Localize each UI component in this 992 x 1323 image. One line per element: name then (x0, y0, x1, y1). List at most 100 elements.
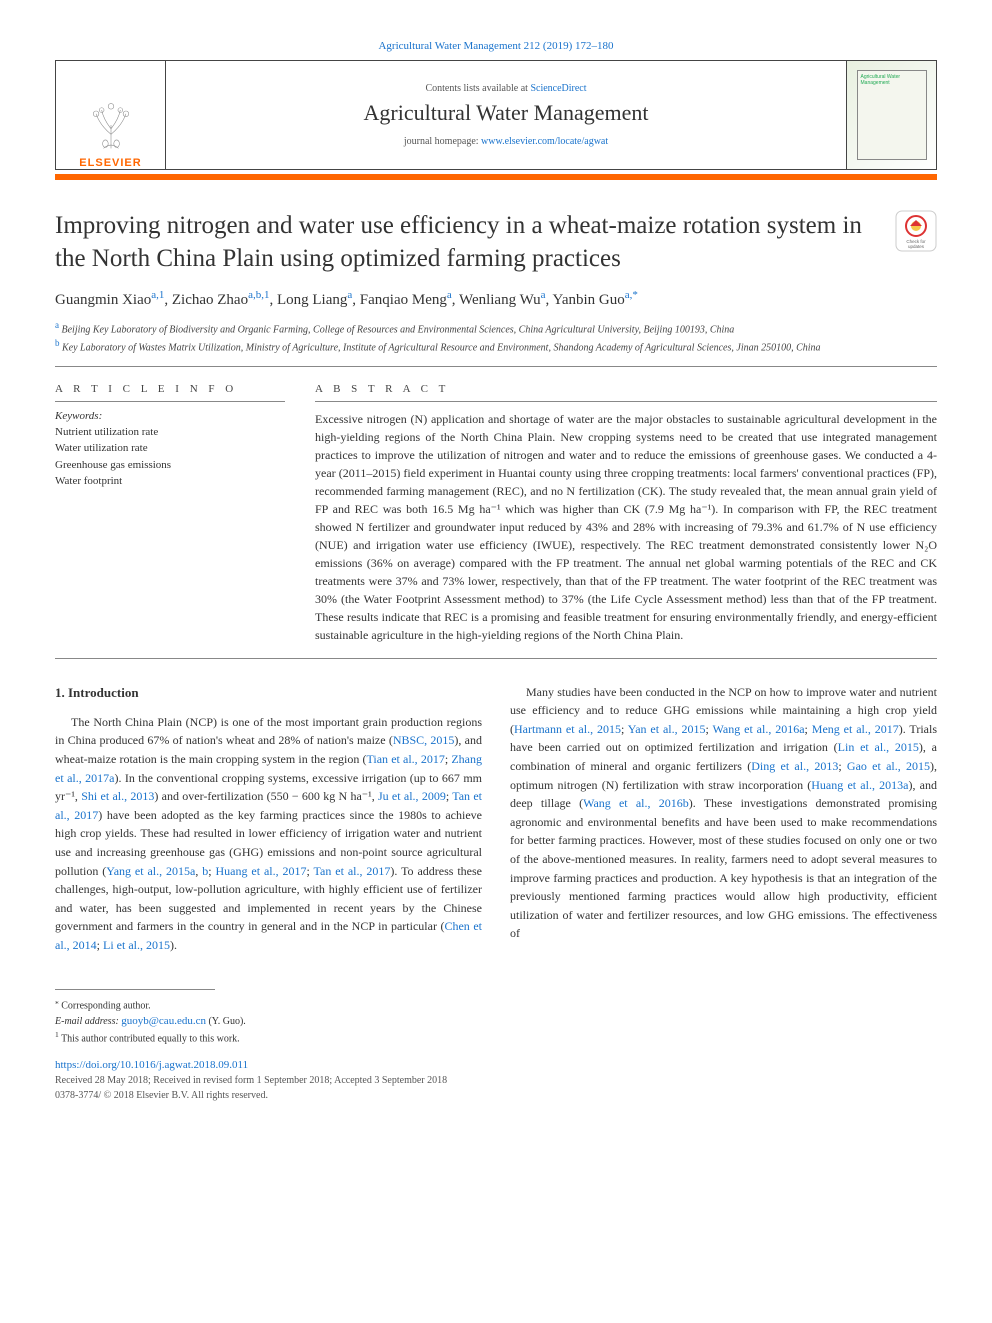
sciencedirect-link[interactable]: ScienceDirect (530, 83, 586, 94)
t: ; (805, 722, 812, 736)
citation-link[interactable]: NBSC, 2015 (393, 733, 455, 747)
keywords-label: Keywords: (55, 410, 285, 422)
authors-line: Guangmin Xiaoa,1, Zichao Zhaoa,b,1, Long… (55, 289, 937, 309)
t: ; (307, 864, 314, 878)
t: (Y. Guo). (206, 1016, 246, 1027)
keyword: Water footprint (55, 473, 285, 490)
citation-link[interactable]: Yan et al., 2015 (628, 722, 706, 736)
homepage-line: journal homepage: www.elsevier.com/locat… (404, 136, 608, 147)
elsevier-wordmark: ELSEVIER (79, 157, 141, 169)
contents-prefix: Contents lists available at (425, 83, 530, 94)
affiliation-a: Beijing Key Laboratory of Biodiversity a… (62, 324, 735, 335)
t: This author contributed equally to this … (61, 1034, 240, 1045)
journal-header: ELSEVIER Contents lists available at Sci… (55, 60, 937, 170)
author: Guangmin Xiao (55, 292, 151, 308)
intro-heading: 1. Introduction (55, 683, 482, 703)
author: Yanbin Guo (552, 292, 624, 308)
citation-link[interactable]: Meng et al., 2017 (812, 722, 899, 736)
citation-link[interactable]: Ding et al., 2013 (751, 759, 838, 773)
author: Fanqiao Meng (360, 292, 447, 308)
email-label: E-mail address: (55, 1016, 121, 1027)
mini-rule (55, 401, 285, 402)
citation-link[interactable]: Yang et al., 2015a (106, 864, 195, 878)
elsevier-tree-icon (81, 95, 141, 155)
svg-text:updates: updates (908, 244, 925, 249)
body-columns: 1. Introduction The North China Plain (N… (55, 683, 937, 955)
t: ). (170, 938, 177, 952)
citation-link[interactable]: Gao et al., 2015 (847, 759, 930, 773)
citation-link[interactable]: Li et al., 2015 (103, 938, 170, 952)
article-info-label: A R T I C L E I N F O (55, 383, 285, 395)
rule (55, 366, 937, 367)
page-root: Agricultural Water Management 212 (2019)… (0, 0, 992, 1133)
intro-paragraph-2: Many studies have been conducted in the … (510, 683, 937, 943)
abstract-text: Excessive nitrogen (N) application and s… (315, 410, 937, 644)
author: Zichao Zhao (172, 292, 248, 308)
title-row: Improving nitrogen and water use efficie… (55, 210, 937, 289)
author-aff[interactable]: a (541, 289, 546, 301)
homepage-prefix: journal homepage: (404, 136, 481, 147)
keyword: Nutrient utilization rate (55, 424, 285, 441)
author: Wenliang Wu (459, 292, 541, 308)
affiliations: a Beijing Key Laboratory of Biodiversity… (55, 319, 937, 356)
cover-thumb-title: Agricultural Water Management (858, 71, 926, 89)
citation-link[interactable]: Tan et al., 2017 (314, 864, 391, 878)
email-link[interactable]: guoyb@cau.edu.cn (121, 1015, 206, 1027)
paper-title: Improving nitrogen and water use efficie… (55, 210, 875, 275)
corr-author-note: ⁎ Corresponding author. (55, 996, 937, 1013)
citation-link[interactable]: Huang et al., 2013a (811, 778, 908, 792)
author-aff[interactable]: a,1 (151, 289, 164, 301)
footer: ⁎ Corresponding author. E-mail address: … (55, 989, 937, 1104)
t: ) and over-fertilization (550 − 600 kg N… (154, 789, 378, 803)
citation-link[interactable]: Shi et al., 2013 (81, 789, 154, 803)
check-updates-badge[interactable]: Check for updates (895, 210, 937, 252)
rule (55, 658, 937, 659)
citation-link[interactable]: Huang et al., 2017 (216, 864, 307, 878)
t: ; (621, 722, 628, 736)
header-center: Contents lists available at ScienceDirec… (166, 61, 846, 169)
citation-link[interactable]: Wang et al., 2016b (583, 796, 689, 810)
author-aff[interactable]: a (447, 289, 452, 301)
citation-link[interactable]: Agricultural Water Management 212 (2019)… (378, 40, 613, 52)
cover-thumb-block: Agricultural Water Management (846, 61, 936, 169)
t: ). These investigations demonstrated pro… (510, 796, 937, 940)
top-citation: Agricultural Water Management 212 (2019)… (55, 40, 937, 52)
citation-link[interactable]: Tian et al., 2017 (366, 752, 444, 766)
intro-paragraph-1: The North China Plain (NCP) is one of th… (55, 713, 482, 955)
abstract-col: A B S T R A C T Excessive nitrogen (N) a… (315, 383, 937, 644)
citation-link[interactable]: Wang et al., 2016a (713, 722, 805, 736)
issn-line: 0378-3774/ © 2018 Elsevier B.V. All righ… (55, 1088, 937, 1103)
journal-cover-thumb: Agricultural Water Management (857, 70, 927, 160)
article-info-col: A R T I C L E I N F O Keywords: Nutrient… (55, 383, 285, 644)
citation-link[interactable]: Hartmann et al., 2015 (514, 722, 621, 736)
info-abstract-row: A R T I C L E I N F O Keywords: Nutrient… (55, 383, 937, 644)
author-aff[interactable]: a (347, 289, 352, 301)
citation-link[interactable]: Lin et al., 2015 (838, 740, 919, 754)
t: Corresponding author. (61, 1000, 150, 1011)
aff-sup: b (55, 338, 60, 348)
abstract-label: A B S T R A C T (315, 383, 937, 395)
homepage-link[interactable]: www.elsevier.com/locate/agwat (481, 136, 608, 147)
aff-sup: a (55, 320, 59, 330)
elsevier-logo-block: ELSEVIER (56, 61, 166, 169)
t: ; (838, 759, 847, 773)
author: Long Liang (277, 292, 347, 308)
email-line: E-mail address: guoyb@cau.edu.cn (Y. Guo… (55, 1013, 937, 1030)
journal-title: Agricultural Water Management (364, 100, 649, 126)
mini-rule (315, 401, 937, 402)
citation-link[interactable]: Ju et al., 2009 (378, 789, 446, 803)
contrib-note: 1 This author contributed equally to thi… (55, 1029, 937, 1046)
doi-link[interactable]: https://doi.org/10.1016/j.agwat.2018.09.… (55, 1059, 248, 1071)
affiliation-b: Key Laboratory of Wastes Matrix Utilizat… (62, 343, 821, 354)
orange-bar (55, 174, 937, 180)
keyword: Water utilization rate (55, 440, 285, 457)
t: ; (208, 864, 215, 878)
keywords-list: Nutrient utilization rate Water utilizat… (55, 424, 285, 490)
contents-line: Contents lists available at ScienceDirec… (425, 83, 586, 94)
dates-line: Received 28 May 2018; Received in revise… (55, 1073, 937, 1088)
keyword: Greenhouse gas emissions (55, 457, 285, 474)
author-aff[interactable]: a,* (625, 289, 638, 301)
author-aff[interactable]: a,b,1 (248, 289, 269, 301)
t: ; (706, 722, 713, 736)
footer-rule (55, 989, 215, 990)
